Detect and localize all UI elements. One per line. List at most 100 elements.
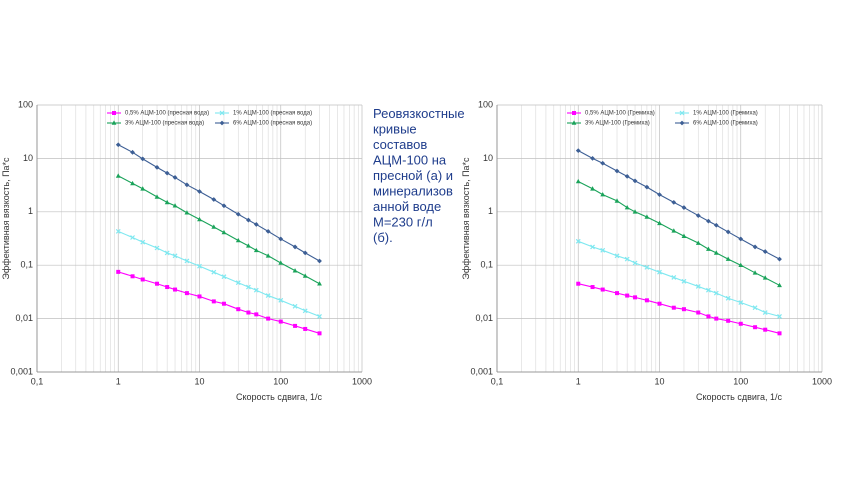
marker [265,253,271,258]
marker [706,218,711,224]
x-tick-label: 0,1 [31,376,44,386]
marker [184,182,190,188]
marker [681,307,686,312]
marker [130,274,135,279]
marker [671,228,677,233]
marker [575,178,581,184]
marker [752,244,758,250]
marker [590,285,595,290]
marker [221,274,227,280]
marker [625,293,630,298]
legend-label: 6% АЦМ-100 (Гремиха) [693,121,758,127]
marker [571,120,577,125]
x-tick-label: 1000 [352,376,372,386]
marker [714,316,719,321]
marker [235,280,241,286]
marker [317,281,322,286]
series-line [578,240,780,317]
series-line [118,271,320,334]
series-line [117,144,320,262]
marker [184,258,190,264]
marker [777,313,782,319]
legend-label: 6% АЦМ-100 (пресная вода) [233,121,312,127]
marker [614,198,620,203]
y-axis-label: Эффективная вязкость, Па*с [461,157,471,280]
text-line: пресной (а) и [373,168,453,183]
marker [657,301,662,306]
marker [184,291,189,296]
x-tick-label: 10 [654,376,664,386]
text-line: минерализов [373,184,453,199]
marker [211,269,217,275]
marker [115,173,121,178]
marker [695,284,701,289]
marker [155,281,160,286]
marker [254,312,259,317]
marker [615,291,620,296]
marker [303,326,308,331]
x-tick-label: 0,1 [491,376,504,386]
marker [245,284,251,290]
chart: 0,1 1 10 100 1000 0,001 0,01 0,1 1 10 100 Скорость … [461,99,832,402]
marker [253,247,259,253]
marker [671,305,676,310]
y-tick-label: 100 [478,99,493,109]
marker [317,258,322,264]
marker [278,297,284,303]
marker [738,262,744,267]
marker [762,249,768,254]
marker [219,110,225,116]
marker [696,310,701,315]
legend-label: 1% АЦМ-100 (пресная вода) [233,111,312,117]
marker [266,316,271,321]
marker [632,178,638,184]
marker [725,295,731,301]
marker [713,290,719,296]
series-line [578,283,780,334]
marker [302,250,308,256]
marker [572,111,576,115]
marker [164,250,170,256]
y-tick-label: 0,001 [10,366,33,376]
marker [184,210,190,215]
marker [575,148,581,153]
marker [713,250,719,255]
marker [197,294,202,299]
marker [590,156,595,161]
marker [679,120,685,126]
y-tick-label: 10 [23,153,33,163]
x-tick-label: 1 [576,376,581,386]
y-tick-label: 0,01 [475,313,493,323]
marker [752,305,758,311]
marker [777,256,782,262]
marker [590,186,595,191]
marker [644,264,650,270]
marker [253,222,259,227]
marker [738,321,743,326]
marker [112,111,116,115]
marker [165,285,170,290]
marker [302,273,308,278]
marker [725,256,731,261]
marker [246,217,251,223]
marker [130,180,135,186]
marker [681,205,687,210]
chart: 0,1 1 10 100 1000 0,001 0,01 0,1 1 10 100 Скорость … [1,99,372,402]
marker [632,209,638,214]
marker [130,149,135,155]
marker [575,238,581,244]
marker [211,299,216,304]
marker [140,156,146,162]
marker [173,287,178,292]
marker [235,237,241,243]
marker [706,314,711,319]
legend-label: 3% АЦМ-100 (Гремиха) [585,121,650,127]
x-axis-label: Скорость сдвига, 1/с [696,392,783,402]
y-tick-label: 0,001 [470,366,493,376]
marker [292,244,298,250]
series-line [577,150,780,260]
marker [221,229,227,235]
marker [657,220,662,226]
